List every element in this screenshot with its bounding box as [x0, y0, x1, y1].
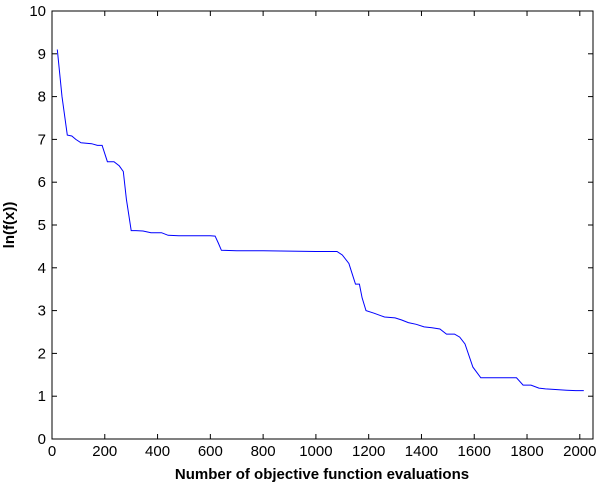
x-axis-ticks: 0 200 400 600 800 1000 1200 1400 1600 1800 2000 — [48, 11, 596, 460]
y-axis-label: ln(f(x)) — [1, 202, 18, 249]
x-tick-label: 800 — [251, 443, 276, 460]
x-tick-label: 200 — [92, 443, 117, 460]
y-tick-label: 8 — [38, 89, 46, 106]
x-tick-label: 1000 — [299, 443, 332, 460]
x-axis-label: Number of objective function evaluations — [175, 466, 469, 483]
y-tick-label: 3 — [38, 303, 46, 320]
x-tick-label: 1400 — [405, 443, 438, 460]
y-tick-label: 4 — [38, 260, 46, 277]
y-axis-ticks: 0 1 2 3 4 5 6 7 8 9 10 — [29, 3, 593, 448]
series-line — [56, 49, 584, 392]
plot-area — [51, 10, 594, 440]
y-tick-label: 10 — [29, 3, 46, 20]
y-tick-label: 1 — [38, 388, 46, 405]
y-tick-label: 9 — [38, 46, 46, 63]
x-tick-label: 0 — [48, 443, 56, 460]
x-tick-label: 600 — [198, 443, 223, 460]
x-tick-label: 1600 — [458, 443, 491, 460]
y-tick-label: 6 — [38, 174, 46, 191]
x-tick-label: 2000 — [563, 443, 596, 460]
x-tick-label: 1800 — [510, 443, 543, 460]
y-tick-label: 5 — [38, 217, 46, 234]
y-tick-label: 0 — [38, 431, 46, 448]
x-tick-label: 400 — [145, 443, 170, 460]
x-tick-label: 1200 — [352, 443, 385, 460]
y-tick-label: 7 — [38, 131, 46, 148]
y-tick-label: 2 — [38, 345, 46, 362]
